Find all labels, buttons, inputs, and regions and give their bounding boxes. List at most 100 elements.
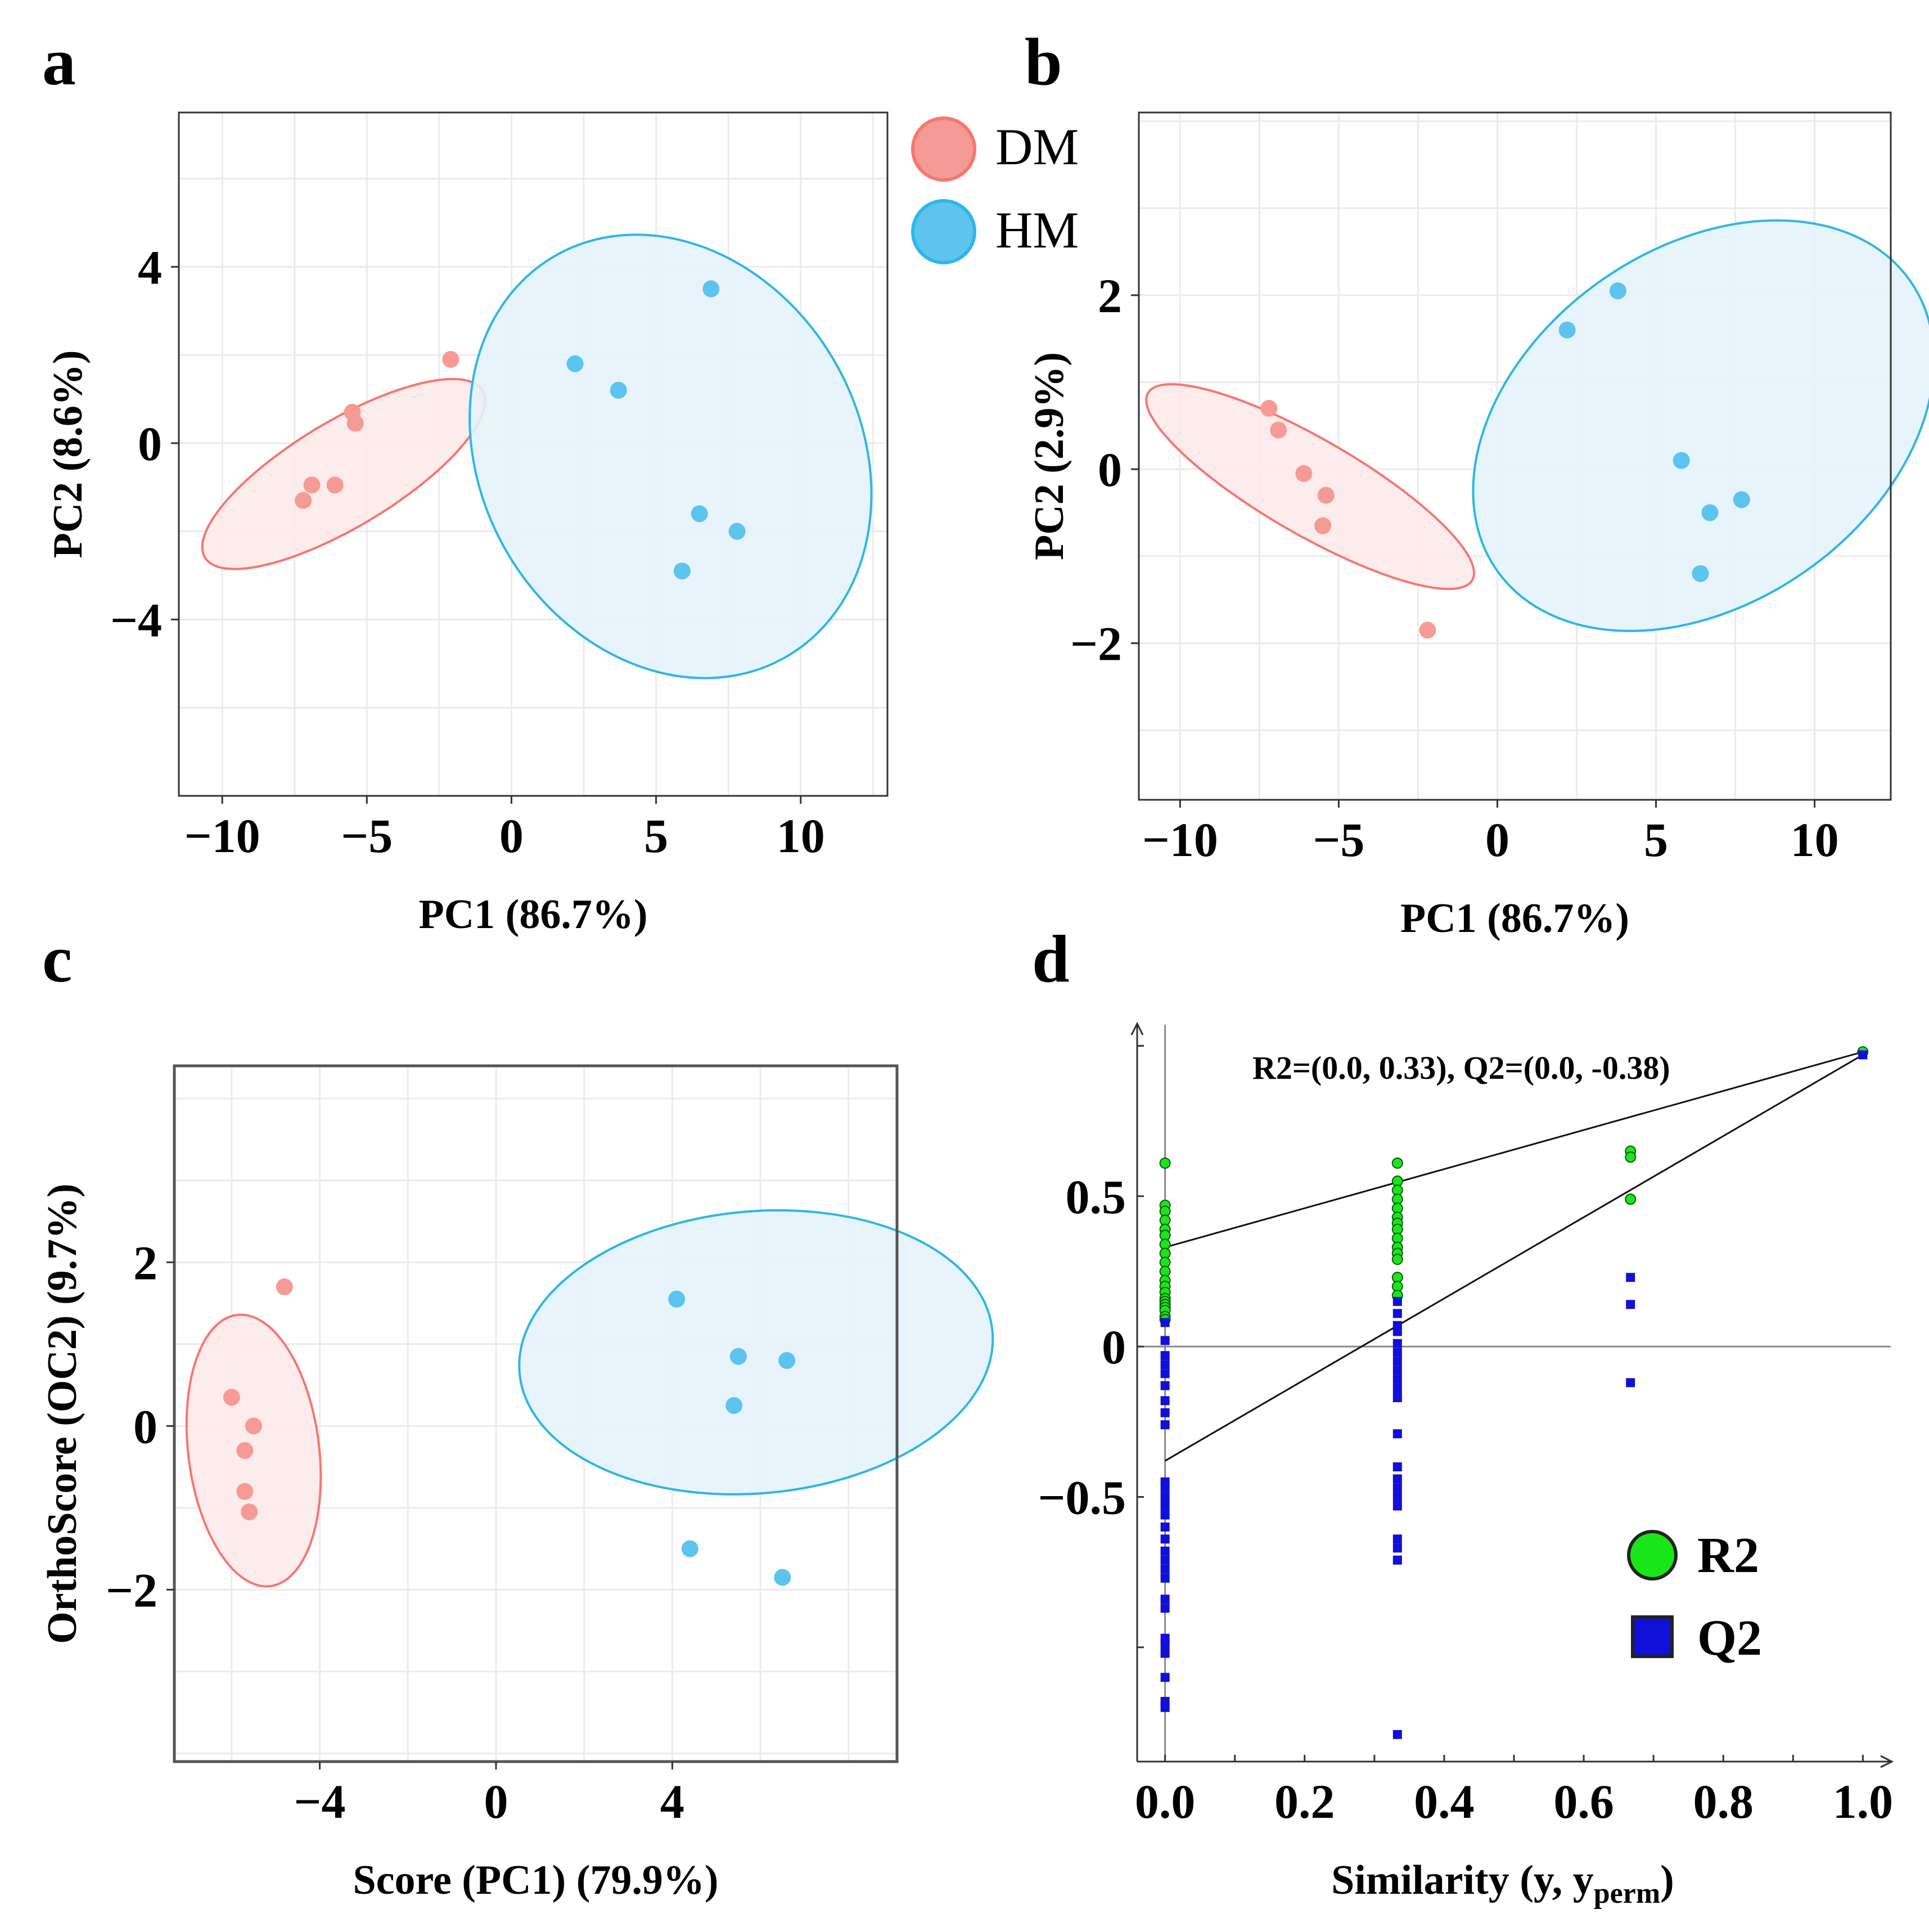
panel-d-xlabel-end: ) <box>1660 1857 1674 1903</box>
panel-a-point-hm <box>673 562 691 580</box>
panel-d-xtick-label: 0.2 <box>1274 1775 1335 1829</box>
panel-d-point-q2 <box>1160 1351 1170 1361</box>
legend-dm-label: DM <box>995 118 1079 175</box>
panel-label-c: c <box>42 921 72 996</box>
panel-b-ytick-label: 2 <box>1098 269 1122 323</box>
panel-d-point-q2 <box>1160 1381 1170 1390</box>
panel-d-xtick-label: 0.6 <box>1553 1775 1614 1829</box>
panel-d-point-q2 <box>1392 1534 1402 1544</box>
panel-b-point-dm <box>1270 421 1287 439</box>
panel-b-xtick-label: −10 <box>1142 813 1218 867</box>
panel-a-ylabel: PC2 (8.6%) <box>45 350 91 559</box>
panel-d-point-q2 <box>1392 1492 1402 1502</box>
panel-d-point-q2 <box>1392 1384 1402 1393</box>
panel-a-point-dm <box>346 415 364 432</box>
legend-r2-marker <box>1627 1530 1678 1580</box>
panel-b-point-hm <box>1701 504 1719 521</box>
panel-b-point-hm <box>1673 452 1690 469</box>
panel-d-point-q2 <box>1160 1318 1170 1327</box>
panel-a-point-hm <box>566 355 584 372</box>
panel-d-point-q2 <box>1160 1336 1170 1345</box>
panel-b-point-hm <box>1733 491 1750 508</box>
panel-d-xlabel-main: Similarity (y, y <box>1331 1857 1594 1903</box>
panel-d-point-q2 <box>1160 1408 1170 1417</box>
panel-a-point-dm <box>295 492 312 509</box>
panel-c-xtick-label: −4 <box>294 1775 346 1829</box>
panel-d-point-q2 <box>1160 1501 1170 1511</box>
panel-b-xtick-label: −5 <box>1313 813 1364 867</box>
panel-d-xtick-label: 0.4 <box>1414 1775 1475 1829</box>
panel-d-point-q2 <box>1392 1327 1402 1336</box>
panel-d-point-q2 <box>1626 1378 1635 1388</box>
panel-d-point-q2 <box>1858 1050 1868 1060</box>
panel-a-point-dm <box>326 476 344 494</box>
panel-label-b: b <box>1025 24 1062 99</box>
panel-b-pca-plot: −10 −5 0 5 10 −2 0 2 PC1 (86.7%) PC2 (2.9%) <box>1026 111 1929 942</box>
panel-b-ytick-label: 0 <box>1098 443 1122 497</box>
panel-a-ytick-label: −4 <box>110 593 162 647</box>
panel-a-point-hm <box>691 505 708 523</box>
panel-b-point-dm <box>1295 465 1313 482</box>
panel-c-point-hm <box>774 1569 791 1586</box>
panel-d-point-q2 <box>1392 1296 1402 1306</box>
legend-r2-label: R2 <box>1697 1528 1759 1583</box>
panel-a-point-hm <box>610 381 627 399</box>
panel-d-point-q2 <box>1392 1474 1402 1484</box>
panel-c-point-dm <box>241 1503 258 1521</box>
panel-c-xtick-label: 4 <box>660 1775 684 1829</box>
panel-d-point-q2 <box>1626 1273 1635 1282</box>
panel-c-xlabel: Score (PC1) (79.9%) <box>353 1857 718 1903</box>
panel-a-point-hm <box>728 523 746 540</box>
panel-b-point-hm <box>1692 565 1709 582</box>
panel-c-point-hm <box>725 1397 743 1414</box>
panel-d-point-q2 <box>1392 1483 1402 1493</box>
panel-c-point-hm <box>681 1540 698 1557</box>
panel-d-point-q2 <box>1160 1595 1170 1604</box>
panel-d-y-axis-arrow <box>1130 1021 1144 1035</box>
panel-d-point-r2 <box>1391 1157 1403 1169</box>
panel-c-point-dm <box>223 1389 240 1406</box>
panel-c-point-dm <box>236 1442 254 1459</box>
panel-d-ytick-label: 0 <box>1102 1320 1126 1374</box>
panel-d-point-q2 <box>1160 1510 1170 1520</box>
panel-c-ellipse-dm <box>185 1313 322 1588</box>
panel-d-regression-line-r2 <box>1165 1051 1863 1249</box>
legend-q2-label: Q2 <box>1697 1610 1762 1666</box>
panel-d-point-q2 <box>1392 1543 1402 1553</box>
panel-d-point-q2 <box>1160 1640 1170 1649</box>
panel-d-x-axis-arrow <box>1880 1755 1894 1768</box>
panel-c-point-hm <box>778 1352 796 1369</box>
panel-b-ellipse-dm <box>1145 383 1476 591</box>
panel-b-ellipse-hm <box>1472 219 1929 632</box>
panel-d-point-q2 <box>1160 1703 1170 1712</box>
panel-b-ylabel: PC2 (2.9%) <box>1026 352 1072 560</box>
panel-d-point-q2 <box>1160 1369 1170 1379</box>
panel-c-ytick-label: 2 <box>133 1236 157 1290</box>
legend-dm-marker <box>911 116 976 182</box>
panel-b-xtick-label: 10 <box>1791 813 1839 867</box>
panel-d-point-q2 <box>1160 1555 1170 1565</box>
panel-c-ytick-label: −2 <box>106 1563 157 1617</box>
panel-a-ellipse-hm <box>468 233 873 679</box>
panel-a-pca-plot: −10 −5 0 5 10 −4 0 4 PC1 (86.7%) PC2 (8.6%) <box>45 111 889 938</box>
panel-c-point-dm <box>236 1483 254 1500</box>
panel-b-point-dm <box>1317 487 1335 504</box>
panel-d-ytick-label: −0.5 <box>1038 1470 1126 1524</box>
panel-d-point-q2 <box>1626 1300 1635 1309</box>
panel-c-point-hm <box>729 1348 747 1365</box>
panel-c-opls-plot: −4 0 4 −2 0 2 Score (PC1) (79.9%) OrthoScore (O… <box>39 1064 994 1903</box>
panel-d-point-q2 <box>1160 1477 1170 1487</box>
panel-b-point-dm <box>1314 517 1332 534</box>
panel-label-d: d <box>1032 921 1070 996</box>
panel-d-point-q2 <box>1392 1348 1402 1357</box>
panel-d-point-q2 <box>1160 1546 1170 1556</box>
legend-q2-marker <box>1631 1615 1674 1658</box>
panel-a-xtick-label: 5 <box>644 809 668 863</box>
panel-c-ellipse-hm <box>518 1209 994 1496</box>
panel-c-ylabel: OrthoScore (OC2) (9.7%) <box>39 1183 85 1644</box>
panel-b-point-dm <box>1260 399 1278 417</box>
panel-a-xtick-label: 10 <box>777 809 825 863</box>
panel-d-point-q2 <box>1160 1522 1170 1532</box>
panel-c-xtick-label: 0 <box>484 1775 508 1829</box>
panel-d-ytick-label: 0.5 <box>1066 1170 1126 1224</box>
